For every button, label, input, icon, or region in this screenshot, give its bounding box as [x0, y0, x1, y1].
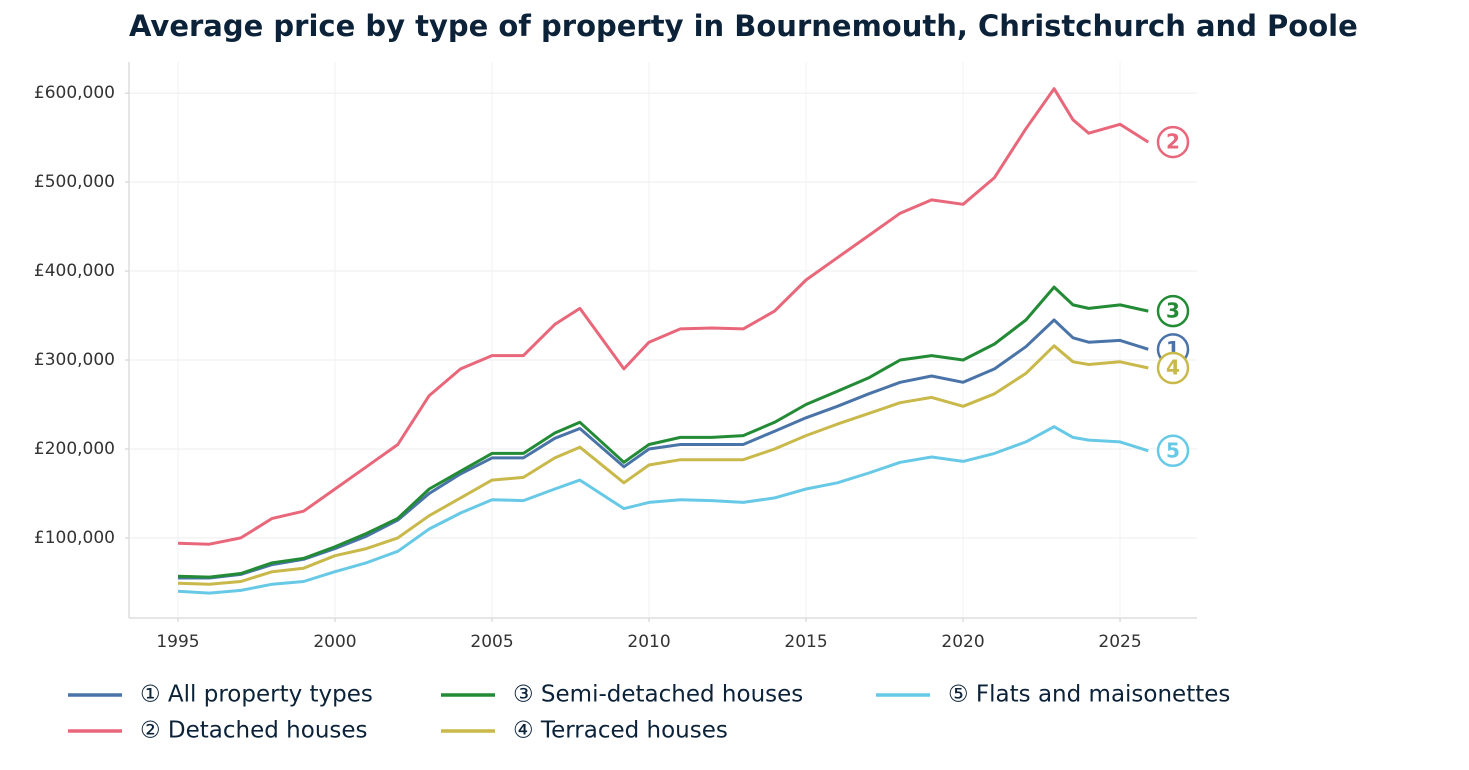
y-tick-label: £200,000: [34, 439, 115, 459]
end-label-circle: [1156, 351, 1190, 385]
x-tick-label: 2010: [627, 632, 670, 652]
legend-label: ⑤ Flats and maisonettes: [948, 682, 1230, 708]
x-tick-label: 1995: [156, 632, 199, 652]
series-line: [177, 425, 1149, 595]
series-line: [177, 87, 1150, 546]
legend-label: ① All property types: [140, 682, 373, 708]
y-tick-label: £400,000: [34, 261, 115, 281]
end-label-circle: [1156, 294, 1190, 328]
x-tick-label: 2025: [1098, 632, 1141, 652]
y-tick-label: £500,000: [34, 172, 115, 192]
y-tick-label: £300,000: [34, 350, 115, 370]
x-tick-label: 2020: [941, 632, 984, 652]
legend-label: ② Detached houses: [140, 718, 368, 744]
y-tick-label: £100,000: [34, 528, 115, 548]
series-line: [177, 285, 1149, 579]
y-tick-label: £600,000: [34, 83, 115, 103]
end-label-circle: [1156, 125, 1190, 159]
end-label: 5: [1166, 438, 1180, 462]
end-label: 3: [1166, 299, 1180, 323]
x-tick-label: 2000: [313, 632, 356, 652]
x-tick-label: 2015: [784, 632, 827, 652]
chart-title: Average price by type of property in Bou…: [129, 9, 1358, 43]
x-tick-label: 2005: [470, 632, 513, 652]
end-label: 2: [1166, 130, 1180, 154]
end-label-circle: [1156, 434, 1190, 468]
series-line: [177, 344, 1149, 586]
legend-label: ③ Semi-detached houses: [513, 682, 803, 708]
series-line: [178, 318, 1149, 580]
legend-label: ④ Terraced houses: [513, 718, 728, 744]
end-label: 4: [1166, 356, 1180, 380]
